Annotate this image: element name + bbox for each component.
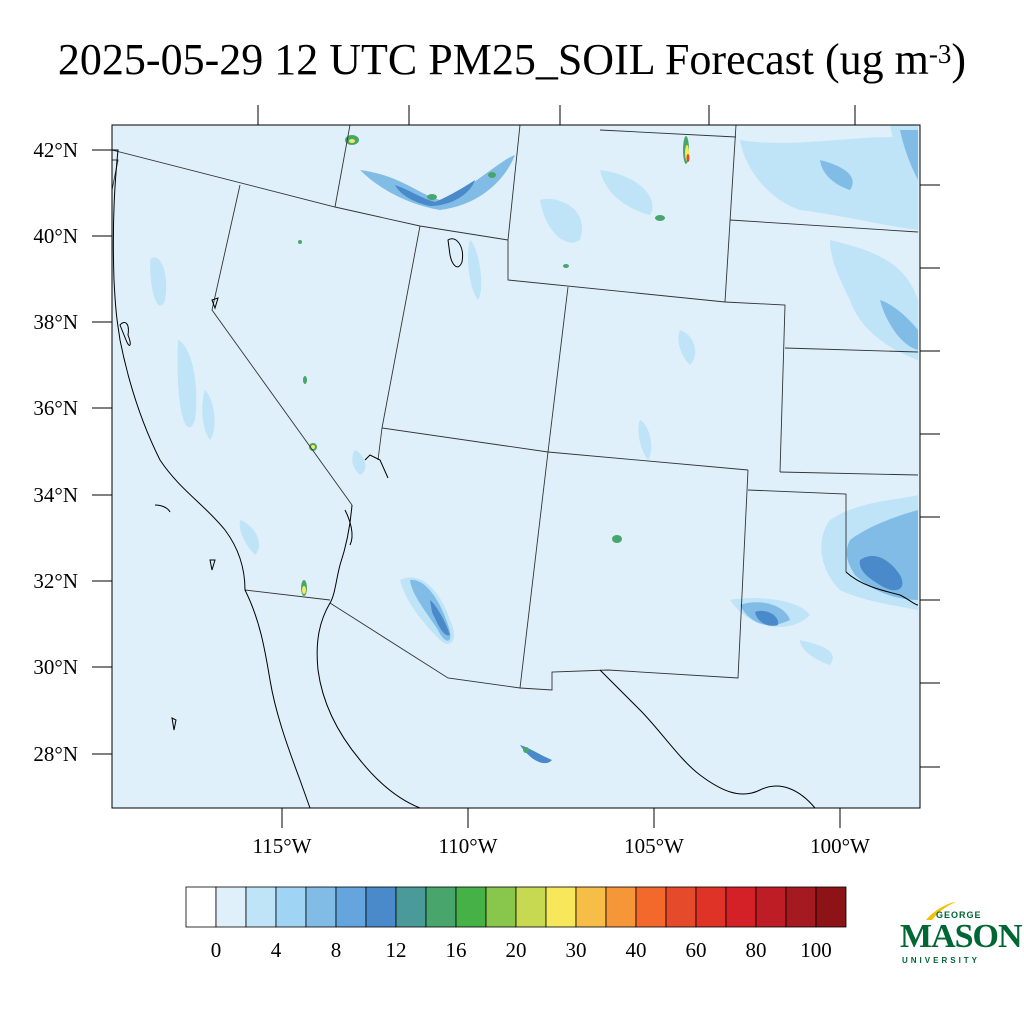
concentration-field <box>112 125 919 808</box>
colorbar-label: 12 <box>385 938 407 962</box>
axis-ticks <box>92 105 940 828</box>
title-exponent: -3 <box>928 39 952 69</box>
lat-label: 42°N <box>33 138 78 162</box>
lat-label: 34°N <box>33 483 78 507</box>
colorbar-label: 8 <box>330 938 342 962</box>
lat-label: 32°N <box>33 569 78 593</box>
lon-label: 100°W <box>810 834 870 858</box>
colorbar-label: 20 <box>505 938 527 962</box>
lat-label: 40°N <box>33 224 78 248</box>
lat-label: 30°N <box>33 655 78 679</box>
logo-name: MASON <box>900 918 1023 955</box>
logo-top: GEORGE <box>936 910 982 920</box>
logo-bottom: UNIVERSITY <box>902 956 981 965</box>
colorbar-label: 100 <box>800 938 832 962</box>
lat-label: 28°N <box>33 742 78 766</box>
title-text: 2025-05-29 12 UTC PM25_SOIL Forecast (ug… <box>57 35 929 84</box>
state-boundaries <box>112 125 919 691</box>
colorbar-label: 60 <box>685 938 707 962</box>
colorbar-label: 16 <box>445 938 467 962</box>
lat-label: 38°N <box>33 310 78 334</box>
lon-label: 105°W <box>624 834 684 858</box>
hotspots <box>298 135 690 753</box>
title-close: ) <box>951 35 967 84</box>
colorbar-label: 30 <box>565 938 587 962</box>
colorbar-label: 40 <box>625 938 647 962</box>
colorbar-label: 80 <box>745 938 767 962</box>
gmu-logo: GEORGE MASON UNIVERSITY <box>896 898 1023 968</box>
lon-label: 115°W <box>252 834 312 858</box>
map-title: 2025-05-29 12 UTC PM25_SOIL Forecast (ug… <box>0 30 1024 90</box>
map-background <box>112 125 920 808</box>
logo-swoosh-icon <box>926 902 956 920</box>
colorbar-label: 0 <box>210 938 222 962</box>
map-frame <box>111 124 921 809</box>
lat-label: 36°N <box>33 396 78 420</box>
coastline <box>112 149 919 808</box>
lon-label: 110°W <box>438 834 498 858</box>
colorbar-label: 4 <box>270 938 282 962</box>
